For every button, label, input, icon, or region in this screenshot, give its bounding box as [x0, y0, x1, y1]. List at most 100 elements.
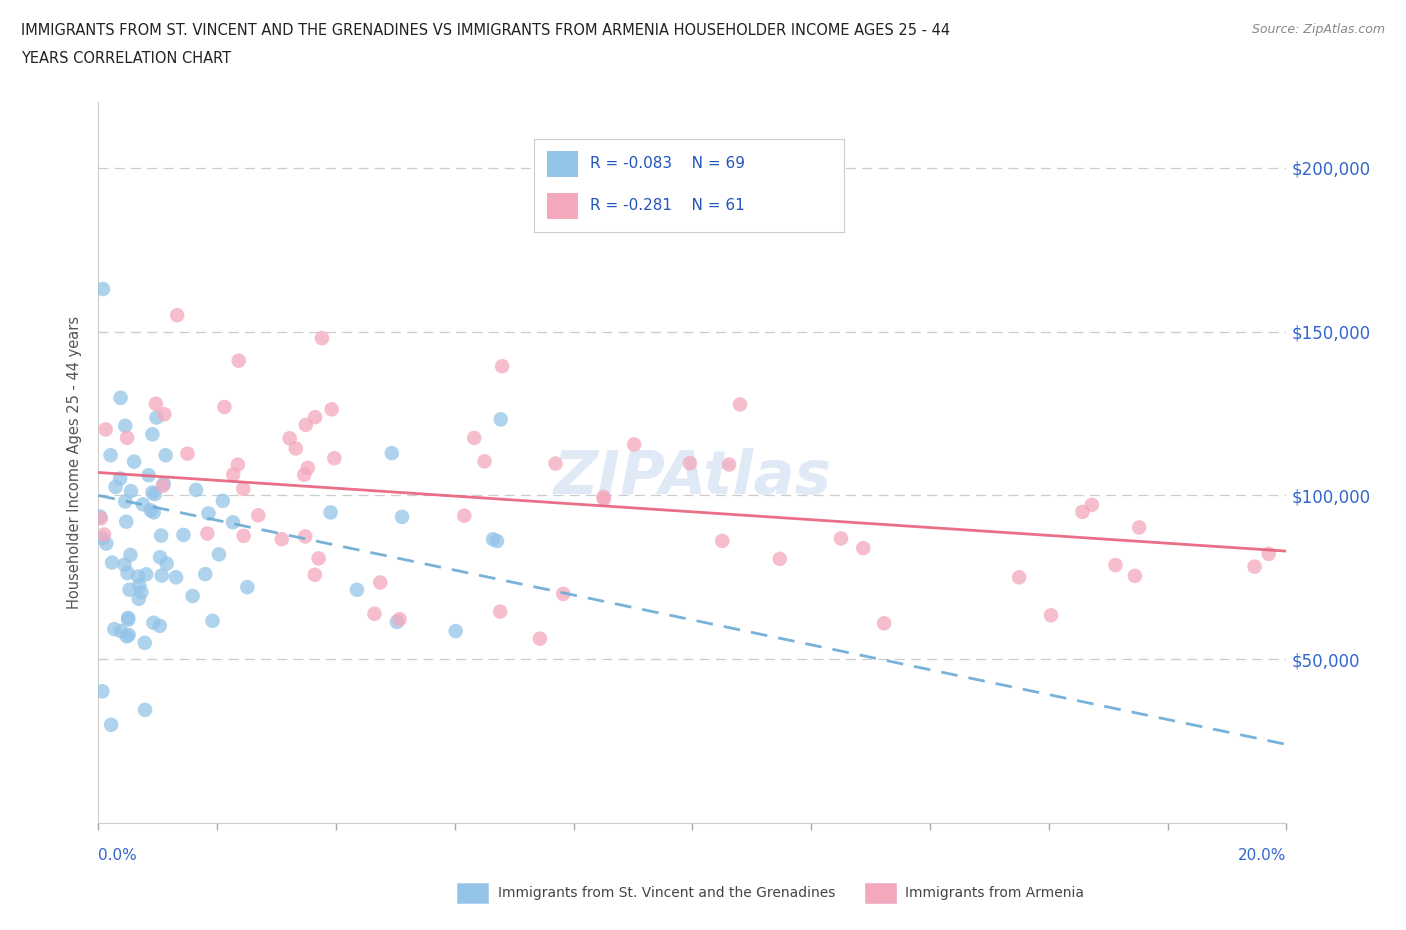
Text: ZIPAtlas: ZIPAtlas — [554, 447, 831, 507]
Point — [308, 551, 330, 565]
Point — [93, 527, 115, 542]
Point — [152, 476, 174, 491]
Point — [212, 494, 235, 509]
Point — [368, 575, 391, 590]
Point — [115, 431, 138, 445]
Text: 0.0%: 0.0% — [98, 848, 138, 863]
Point — [149, 618, 172, 633]
Point — [197, 526, 219, 541]
Point — [232, 528, 254, 543]
Point — [184, 483, 207, 498]
Point — [155, 556, 177, 571]
Point — [294, 529, 316, 544]
Point — [679, 456, 702, 471]
Point — [90, 511, 112, 525]
Point — [152, 478, 174, 493]
Point — [117, 610, 139, 625]
Point — [247, 508, 270, 523]
Point — [1128, 520, 1150, 535]
Point — [304, 567, 326, 582]
Point — [304, 410, 326, 425]
Text: Immigrants from St. Vincent and the Grenadines: Immigrants from St. Vincent and the Gren… — [498, 885, 835, 900]
Point — [131, 585, 153, 600]
Point — [142, 505, 165, 520]
Point — [138, 468, 160, 483]
Point — [391, 510, 413, 525]
Point — [108, 472, 131, 486]
Point — [728, 397, 751, 412]
Point — [120, 484, 142, 498]
Point — [118, 582, 141, 597]
Point — [153, 406, 176, 421]
Point — [444, 624, 467, 639]
Point — [592, 489, 614, 504]
Point — [1257, 547, 1279, 562]
Point — [103, 621, 125, 636]
Point — [1071, 504, 1094, 519]
Point — [718, 458, 741, 472]
Point — [141, 427, 163, 442]
Point — [226, 458, 249, 472]
Point — [118, 628, 141, 643]
Point — [128, 591, 150, 606]
Text: YEARS CORRELATION CHART: YEARS CORRELATION CHART — [21, 51, 231, 66]
Point — [270, 532, 292, 547]
Point — [149, 550, 172, 565]
Point — [323, 451, 346, 466]
Point — [319, 505, 342, 520]
Point — [623, 437, 645, 452]
Point — [150, 568, 173, 583]
Point — [110, 624, 132, 639]
Point — [1104, 558, 1126, 573]
Point — [91, 531, 114, 546]
Point — [139, 503, 162, 518]
Point — [486, 534, 509, 549]
Point — [145, 410, 167, 425]
Point — [214, 400, 236, 415]
Point — [142, 616, 165, 631]
Point — [453, 508, 475, 523]
Point — [94, 422, 117, 437]
Point — [176, 446, 198, 461]
Point — [104, 480, 127, 495]
Point — [489, 412, 512, 427]
Text: R = -0.281    N = 61: R = -0.281 N = 61 — [591, 197, 745, 213]
Point — [222, 467, 245, 482]
Point — [593, 492, 616, 507]
Point — [100, 717, 122, 732]
Point — [134, 635, 156, 650]
Point — [96, 537, 118, 551]
Point — [346, 582, 368, 597]
Point — [236, 579, 259, 594]
Point — [852, 540, 875, 555]
Point — [110, 391, 132, 405]
Point — [194, 566, 217, 581]
Point — [544, 456, 567, 471]
Point — [311, 331, 333, 346]
Point — [172, 527, 194, 542]
Point — [278, 431, 301, 445]
Point — [166, 308, 188, 323]
Point — [122, 454, 145, 469]
Point — [91, 282, 114, 297]
Point — [132, 497, 155, 512]
Point — [165, 570, 187, 585]
Point — [127, 569, 149, 584]
Point — [297, 460, 319, 475]
Point — [114, 557, 136, 572]
Text: R = -0.083    N = 69: R = -0.083 N = 69 — [591, 155, 745, 171]
Point — [482, 532, 505, 547]
Point — [363, 606, 385, 621]
Point — [197, 506, 219, 521]
Point — [115, 629, 138, 644]
Point — [114, 418, 136, 433]
Point — [474, 454, 496, 469]
Point — [294, 418, 316, 432]
Point — [1081, 498, 1104, 512]
Point — [135, 567, 157, 582]
Text: 20.0%: 20.0% — [1239, 848, 1286, 863]
Point — [120, 548, 142, 563]
Text: Immigrants from Armenia: Immigrants from Armenia — [905, 885, 1084, 900]
Point — [1243, 559, 1265, 574]
Y-axis label: Householder Income Ages 25 - 44 years: Householder Income Ages 25 - 44 years — [67, 316, 83, 609]
